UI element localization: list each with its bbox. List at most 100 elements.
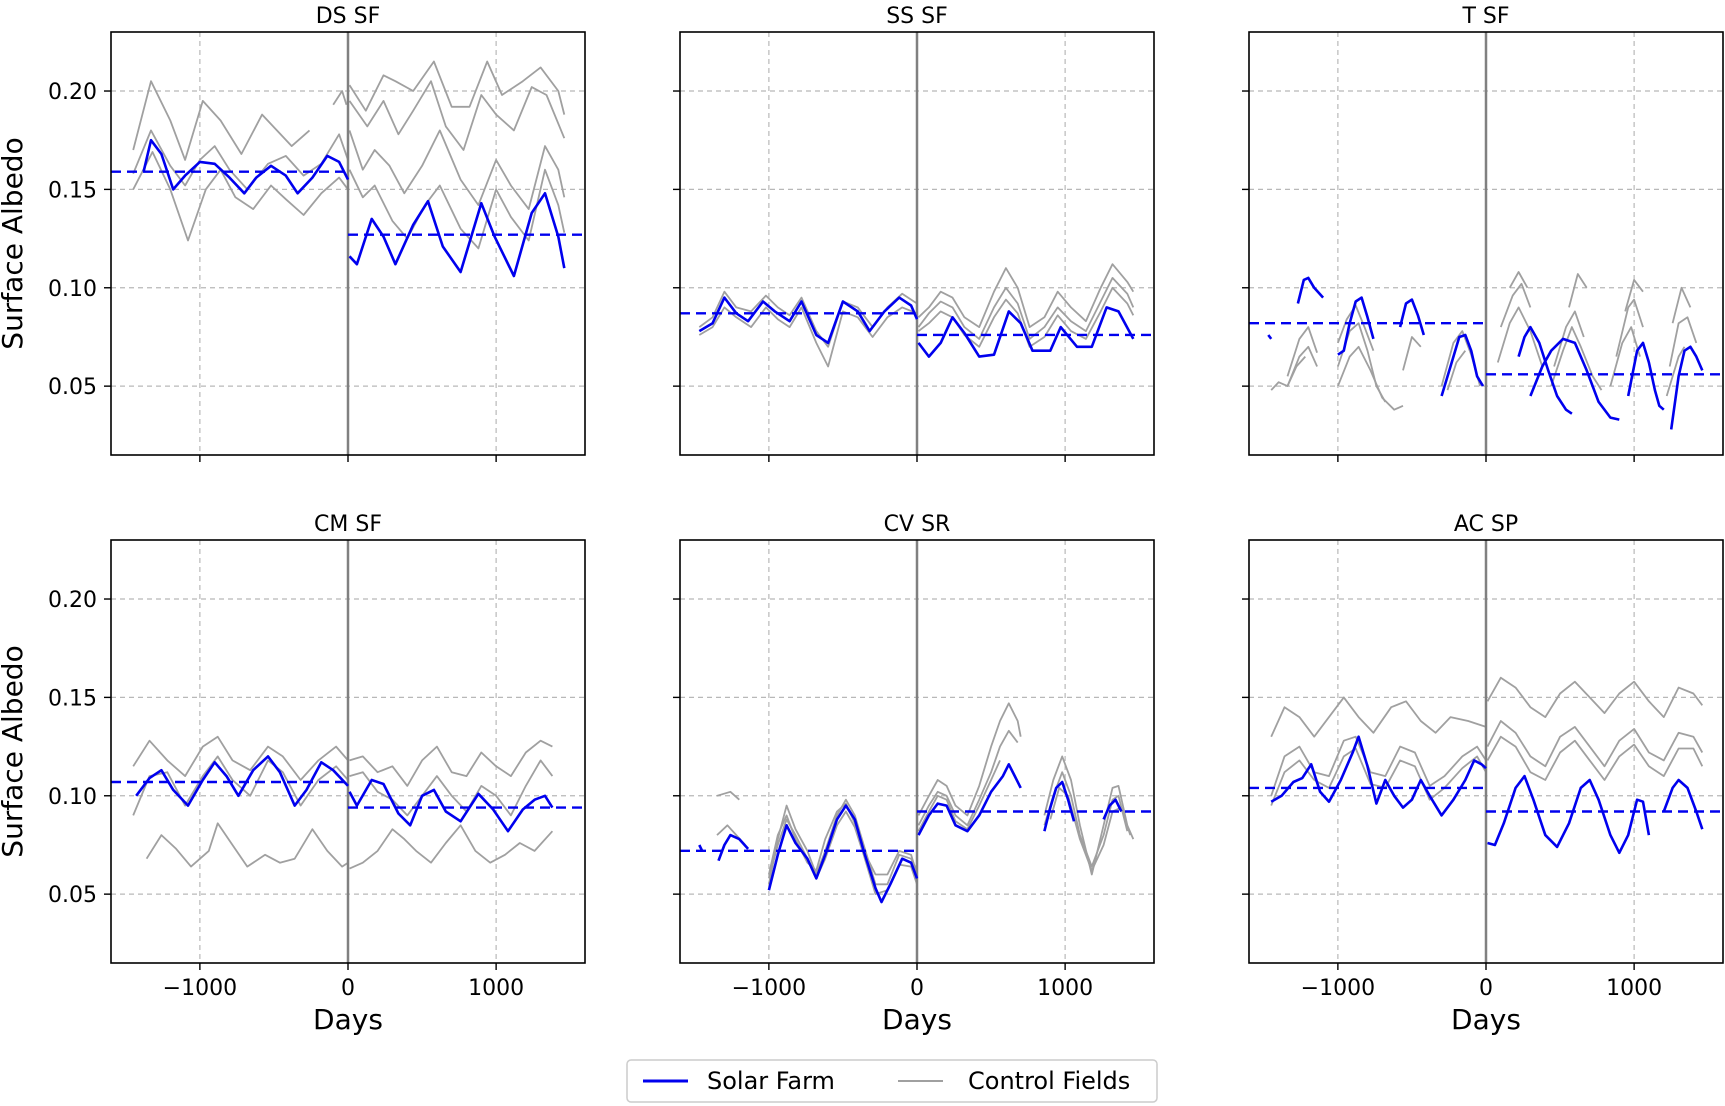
- control-field-line: [145, 822, 349, 868]
- y-tick-label: 0.20: [48, 80, 97, 105]
- y-tick-label: 0.15: [48, 686, 97, 711]
- control-field-line: [1550, 326, 1603, 391]
- control-field-line: [1270, 696, 1487, 738]
- control-field-line: [1043, 755, 1135, 876]
- panel-title: SS SF: [886, 4, 948, 29]
- y-tick-label: 0.10: [48, 785, 97, 810]
- panel-ds-sf: 0.05 0.10 0.15 0.20 DS SF Surface Albedo: [0, 4, 586, 462]
- control-field-line: [1499, 282, 1532, 328]
- control-field-line: [1553, 310, 1585, 367]
- control-field-line: [917, 729, 1019, 827]
- control-field-line: [348, 168, 566, 250]
- control-field-line: [332, 90, 348, 106]
- solar-farm-line: [698, 296, 919, 345]
- solar-farm-line: [917, 306, 1135, 358]
- control-field-line: [1624, 278, 1644, 312]
- control-field-line: [1486, 676, 1704, 718]
- panel-ss-sf: SS SF: [673, 4, 1155, 462]
- legend: Solar Farm Control Fields: [626, 1059, 1158, 1103]
- control-field-line: [348, 60, 566, 115]
- control-field-line: [1286, 326, 1318, 377]
- control-field-line: [1668, 316, 1698, 367]
- y-tick-label: 0.10: [48, 277, 97, 302]
- y-tick-label: 0.05: [48, 375, 97, 400]
- control-field-line: [917, 702, 1022, 817]
- solar-farm-line: [1398, 298, 1426, 336]
- x-tick-label: 1000: [1606, 976, 1662, 1001]
- solar-farm-line: [1267, 334, 1273, 340]
- control-field-line: [1486, 720, 1704, 768]
- panel-cm-sf: 0.05 0.10 0.15 0.20 −1000 0 1000 CM SF Days Surfa…: [0, 512, 586, 1036]
- control-field-line: [1496, 306, 1544, 367]
- x-tick-label: −1000: [1301, 976, 1375, 1001]
- panel-cv-sr: −1000 0 1000 CV SR Days: [673, 512, 1155, 1036]
- control-field-line: [132, 735, 349, 781]
- control-field-line: [1337, 345, 1404, 411]
- panel-title: AC SP: [1454, 512, 1518, 537]
- legend-solar-label: Solar Farm: [707, 1067, 835, 1095]
- control-field-line: [1337, 304, 1375, 352]
- solar-farm-line: [1296, 276, 1325, 304]
- x-tick-label: −1000: [163, 976, 237, 1001]
- panel-title: DS SF: [316, 4, 381, 29]
- control-field-line: [1402, 336, 1422, 371]
- solar-farm-line: [1662, 778, 1704, 830]
- control-field-line: [132, 151, 349, 242]
- x-axis-label: Days: [882, 1003, 952, 1036]
- panel-title: CM SF: [314, 512, 382, 537]
- control-field-line: [1508, 271, 1529, 289]
- solar-farm-line: [1529, 337, 1620, 421]
- control-field-line: [1043, 771, 1129, 868]
- control-field-line: [1568, 273, 1588, 308]
- control-field-line: [1270, 735, 1487, 797]
- control-field-line: [349, 739, 553, 787]
- control-field-line: [132, 755, 349, 816]
- x-tick-label: 0: [341, 976, 355, 1001]
- control-field-line: [768, 810, 918, 895]
- solar-farm-line: [767, 804, 919, 904]
- y-axis-label: Surface Albedo: [0, 137, 29, 349]
- panels: 0.05 0.10 0.15 0.20 DS SF Surface Albedo SS SF…: [0, 4, 1724, 1036]
- solar-farm-line: [1626, 341, 1665, 411]
- x-tick-label: 1000: [468, 976, 524, 1001]
- y-tick-label: 0.15: [48, 178, 97, 203]
- control-field-line: [716, 790, 740, 801]
- control-field-line: [132, 129, 349, 191]
- control-field-line: [1665, 346, 1686, 397]
- solar-farm-line: [1102, 798, 1123, 820]
- x-tick-label: 1000: [1037, 976, 1093, 1001]
- control-field-line: [348, 80, 566, 151]
- control-field-line: [917, 760, 1001, 832]
- control-field-line: [1609, 326, 1641, 387]
- panel-title: T SF: [1461, 4, 1509, 29]
- solar-farm-line: [135, 755, 349, 807]
- x-tick-label: 0: [910, 976, 924, 1001]
- control-field-line: [1049, 787, 1132, 872]
- control-field-line: [349, 824, 554, 870]
- solar-farm-line: [717, 833, 750, 862]
- y-axis-label: Surface Albedo: [0, 645, 29, 857]
- solar-farm-line: [1270, 735, 1487, 817]
- control-field-line: [917, 276, 1135, 340]
- control-field-line: [917, 263, 1135, 329]
- solar-farm-line: [1487, 774, 1651, 855]
- legend-control-label: Control Fields: [968, 1067, 1130, 1095]
- control-field-line: [1446, 350, 1467, 391]
- y-tick-label: 0.05: [48, 883, 97, 908]
- solar-farm-line: [348, 778, 554, 833]
- y-tick-label: 0.20: [48, 588, 97, 613]
- solar-farm-line: [1337, 296, 1375, 356]
- panel-t-sf: T SF: [1242, 4, 1724, 462]
- control-field-line: [1615, 298, 1644, 357]
- control-field-line: [349, 759, 554, 817]
- legend-frame: [626, 1059, 1158, 1103]
- solar-farm-line: [917, 762, 1022, 836]
- control-field-line: [1671, 286, 1692, 324]
- control-field-line: [1270, 355, 1306, 391]
- solar-farm-line: [348, 192, 566, 278]
- solar-farm-line: [1440, 333, 1485, 397]
- solar-farm-line: [142, 138, 350, 195]
- x-tick-label: 0: [1479, 976, 1493, 1001]
- x-tick-label: −1000: [732, 976, 806, 1001]
